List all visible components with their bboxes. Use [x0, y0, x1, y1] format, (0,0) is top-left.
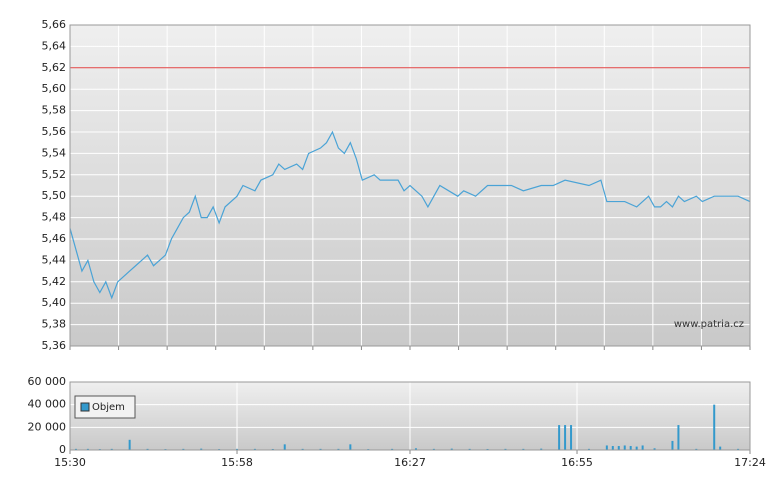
y-tick-label: 5,42 — [42, 275, 67, 288]
volume-bar — [611, 446, 614, 450]
price-line — [69, 130, 751, 300]
y-tick-label: 5,46 — [42, 232, 67, 245]
volume-bar — [486, 448, 489, 450]
y-tick-label: 5,50 — [42, 189, 67, 202]
y-tick-label: 5,48 — [42, 211, 67, 224]
volume-bar — [605, 445, 608, 450]
volume-bar — [414, 448, 417, 450]
volume-bar — [432, 448, 435, 450]
volume-bar — [713, 404, 716, 450]
y-tick-label: 5,66 — [42, 18, 67, 31]
volume-bar — [182, 448, 185, 450]
y-tick-label: 5,58 — [42, 104, 67, 117]
volume-bar — [74, 448, 77, 450]
y-tick-label: 5,60 — [42, 82, 67, 95]
y-tick-label: 5,52 — [42, 168, 67, 181]
volume-bar — [146, 448, 149, 450]
volume-bar — [570, 425, 573, 450]
y-tick-label: 40 000 — [28, 398, 67, 411]
volume-bar — [349, 444, 352, 450]
x-tick-label: 16:27 — [394, 456, 426, 469]
volume-bar — [635, 446, 638, 450]
volume-bar — [271, 448, 274, 450]
y-tick-label: 60 000 — [28, 375, 67, 388]
y-tick-label: 5,40 — [42, 296, 67, 309]
volume-bar — [253, 448, 256, 450]
y-tick-label: 20 000 — [28, 420, 67, 433]
watermark: www.patria.cz — [674, 319, 744, 330]
y-tick-label: 5,36 — [42, 339, 67, 352]
volume-bar — [617, 446, 620, 450]
plot-frame — [69, 24, 751, 347]
volume-bar — [737, 448, 740, 450]
volume-bar — [564, 425, 567, 450]
volume-bar — [671, 440, 674, 450]
volume-bar — [337, 448, 340, 450]
plot-frame — [69, 381, 751, 451]
volume-bar — [629, 446, 632, 450]
y-tick-label: 5,56 — [42, 125, 67, 138]
volume-bar — [587, 448, 590, 450]
y-tick-label: 5,64 — [42, 39, 67, 52]
y-tick-label: 5,38 — [42, 318, 67, 331]
volume-bar — [86, 448, 89, 450]
volume-bar — [128, 439, 131, 450]
x-tick-label: 15:30 — [54, 456, 86, 469]
legend-swatch — [80, 402, 90, 412]
volume-bar — [653, 448, 656, 450]
volume-bar — [450, 448, 453, 450]
volume-bar — [319, 448, 322, 450]
x-tick-label: 16:55 — [561, 456, 593, 469]
y-tick-label: 5,62 — [42, 61, 67, 74]
volume-bar — [391, 448, 394, 450]
volume-bar — [110, 448, 113, 450]
volume-bar — [719, 446, 722, 450]
x-tick-label: 15:58 — [221, 456, 253, 469]
volume-bar — [200, 448, 203, 450]
volume-bar — [236, 448, 239, 450]
volume-bar — [283, 444, 286, 450]
volume-bar — [623, 445, 626, 450]
y-tick-label: 5,44 — [42, 253, 67, 266]
x-tick-label: 17:24 — [734, 456, 766, 469]
volume-bar — [641, 445, 644, 450]
volume-bar — [695, 448, 698, 450]
y-tick-label: 5,54 — [42, 146, 67, 159]
volume-bar — [540, 448, 543, 450]
y-tick-label: 0 — [59, 443, 66, 456]
volume-bar — [504, 448, 507, 450]
volume-bar — [522, 448, 525, 450]
volume-bar — [468, 448, 471, 450]
volume-bar — [677, 425, 680, 450]
legend-box — [74, 395, 136, 419]
volume-bar — [301, 448, 304, 450]
volume-bar — [558, 425, 561, 450]
legend-label: Objem — [92, 402, 125, 413]
